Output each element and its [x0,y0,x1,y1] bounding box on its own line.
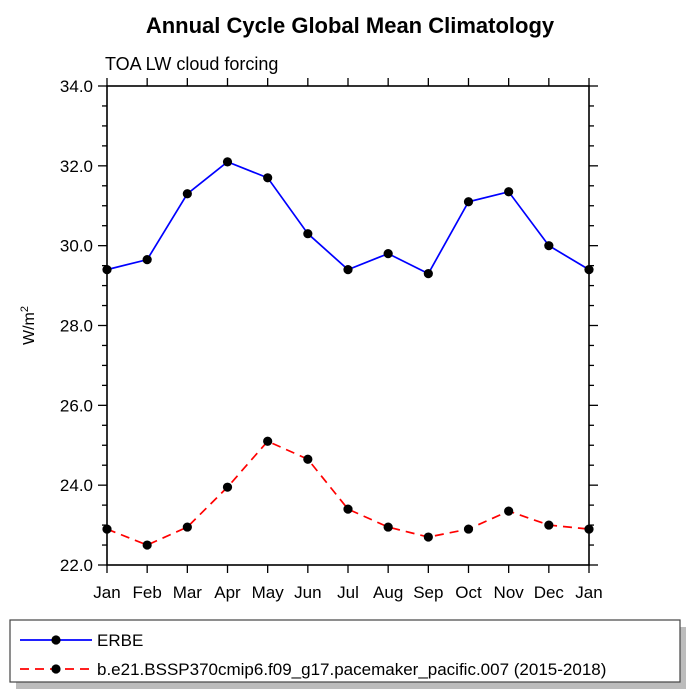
x-tick-label: Mar [173,583,203,602]
y-tick-label: 28.0 [60,317,93,336]
data-point-marker [102,265,112,275]
data-point-marker [182,189,192,199]
y-tick-label: 34.0 [60,77,93,96]
legend-sample-marker [51,635,61,645]
data-point-marker [343,265,353,275]
data-point-marker [303,229,313,239]
data-point-marker [142,255,152,265]
x-tick-label: Oct [455,583,482,602]
data-point-marker [504,506,514,516]
data-point-marker [584,524,594,534]
x-tick-label: Jan [575,583,602,602]
legend-label: ERBE [97,631,143,650]
data-point-marker [142,540,152,550]
x-tick-label: Dec [534,583,565,602]
data-point-marker [222,482,233,492]
data-point-marker [423,269,433,279]
x-tick-label: Jan [93,583,120,602]
series-line-model [106,440,590,546]
data-point-marker [504,187,514,197]
x-tick-label: Sep [413,583,443,602]
y-tick-label: 24.0 [60,476,93,495]
plot-frame [106,85,590,566]
x-tick-label: Jul [337,583,359,602]
legend-box [9,619,681,683]
data-point-marker [182,522,192,532]
x-tick-label: Nov [494,583,525,602]
data-point-marker [584,265,594,275]
x-tick-label: Jun [294,583,321,602]
legend-label: b.e21.BSSP370cmip6.f09_g17.pacemaker_pac… [97,660,606,679]
y-tick-label: 32.0 [60,157,93,176]
y-tick-label: 22.0 [60,556,93,575]
data-point-marker [263,173,273,183]
legend-sample-marker [51,664,61,674]
data-point-marker [463,524,474,534]
data-point-marker [463,197,474,207]
x-tick-label: Feb [133,583,162,602]
y-axis-title: W/m2 [19,306,38,345]
x-tick-label: May [252,583,285,602]
y-tick-label: 30.0 [60,237,93,256]
series-line-erbe [106,160,590,275]
chart-subtitle: TOA LW cloud forcing [105,54,278,74]
x-tick-label: Aug [373,583,403,602]
data-point-marker [343,504,353,514]
data-point-marker [383,522,393,532]
x-tick-label: Apr [214,583,241,602]
data-point-marker [544,520,554,530]
data-point-marker [303,454,313,464]
data-point-marker [222,157,233,167]
data-point-marker [423,532,433,542]
legend: ERBE b.e21.BSSP370cmip6.f09_g17.pacemaker… [9,619,686,689]
data-point-marker [383,249,393,259]
plot-area: Jan Feb Mar Apr May Jun Jul Aug Sep Oct Nov Dec Jan2… [19,77,603,602]
y-tick-label: 26.0 [60,396,93,415]
data-point-marker [544,241,554,251]
data-point-marker [263,436,273,446]
data-point-marker [102,524,112,534]
chart-title: Annual Cycle Global Mean Climatology [146,13,555,38]
